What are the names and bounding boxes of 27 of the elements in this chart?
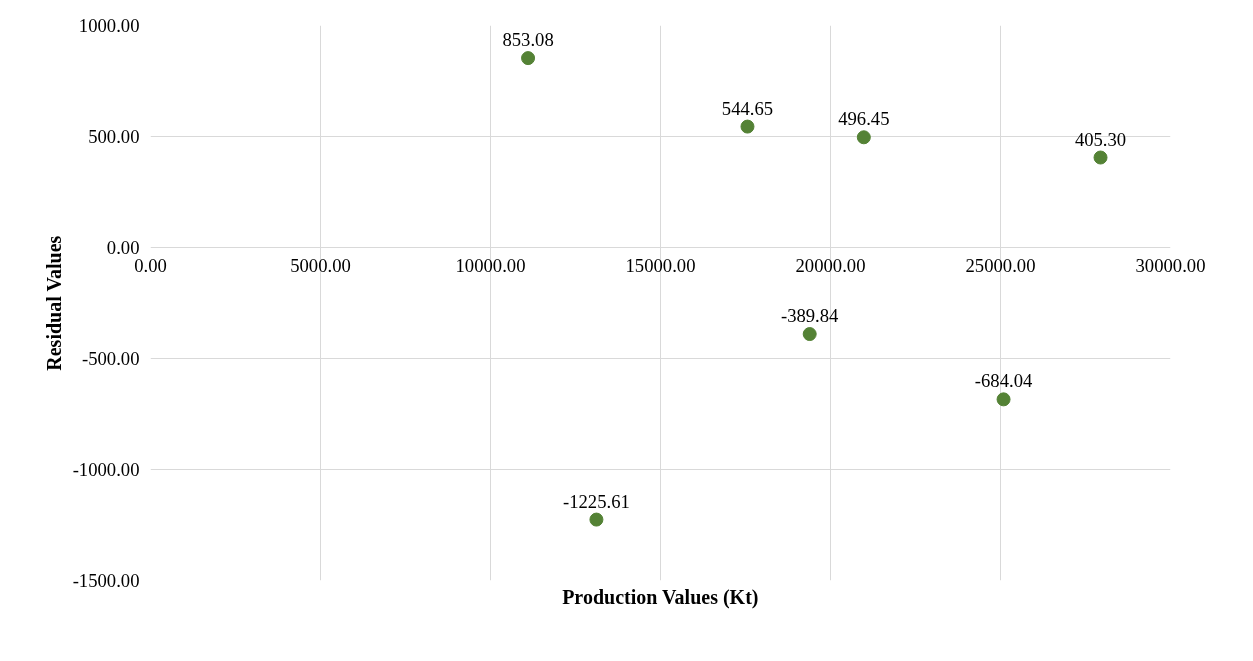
x-tick-label: 15000.00 [625, 254, 696, 276]
x-axis-title: Production Values (Kt) [562, 585, 759, 609]
point [521, 51, 536, 66]
point [996, 392, 1011, 407]
x-tick-label: 20000.00 [795, 254, 866, 276]
data-label: 496.45 [838, 108, 890, 130]
x-tick-label: 25000.00 [965, 254, 1036, 276]
y-tick-label: -1500.00 [72, 570, 140, 591]
y-tick-label: -1000.00 [72, 459, 140, 480]
data-label: -389.84 [780, 305, 840, 327]
point [1093, 150, 1108, 165]
y-tick-label: 1000.00 [78, 15, 140, 36]
point [589, 512, 604, 527]
y-axis-title: Residual Values [42, 235, 65, 371]
y-tick-label: -500.00 [81, 348, 140, 369]
data-label: 853.08 [502, 29, 554, 51]
data-label: -1225.61 [562, 490, 630, 512]
data-label: -684.04 [974, 370, 1033, 392]
point [802, 327, 817, 342]
y-tick-label: 500.00 [88, 126, 140, 147]
data-label: 544.65 [721, 97, 774, 119]
point [740, 119, 755, 134]
x-tick-label: 5000.00 [290, 254, 351, 276]
x-tick-label: 30000.00 [1135, 254, 1206, 276]
data-label: 405.30 [1074, 128, 1127, 150]
point [856, 130, 871, 145]
x-tick-label: 10000.00 [455, 254, 526, 276]
